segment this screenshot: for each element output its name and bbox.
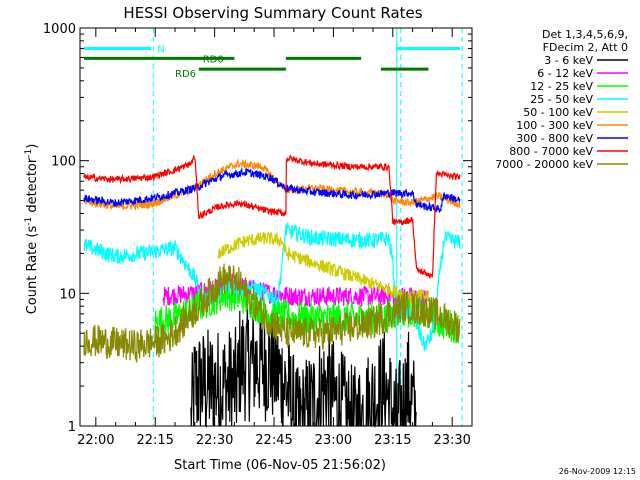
series-line-6 xyxy=(83,166,461,214)
plot-frame xyxy=(79,27,473,427)
legend-label-5: 100 - 300 keV xyxy=(516,119,593,132)
series-line-4 xyxy=(218,231,429,303)
legend-label-1: 6 - 12 keV xyxy=(537,67,593,80)
x-axis-label: Start Time (06-Nov-05 21:56:02) xyxy=(174,458,386,473)
series-line-8 xyxy=(83,263,461,363)
x-tick-label-2: 22:30 xyxy=(196,433,233,448)
flag-bars: N RD0 RD6 xyxy=(83,45,461,80)
x-tick-label-3: 22:45 xyxy=(255,433,292,448)
chart-title: HESSI Observing Summary Count Rates xyxy=(123,4,422,22)
legend-label-3: 25 - 50 keV xyxy=(530,93,593,106)
y-axis-label-sup1: -1 xyxy=(24,217,34,226)
y-axis-label-end: ) xyxy=(25,144,40,149)
axes: 1 10 100 1000 22:00 22:15 22:30 22:45 23:00 23:15… xyxy=(43,22,473,448)
legend-label-4: 50 - 100 keV xyxy=(523,106,593,119)
generation-timestamp: 26-Nov-2009 12:15 xyxy=(559,467,636,476)
annotation-rd6: RD6 xyxy=(175,69,196,80)
plot-area xyxy=(83,28,463,429)
legend-label-7: 800 - 7000 keV xyxy=(509,145,593,158)
x-tick-label-5: 23:15 xyxy=(374,433,411,448)
legend-header-2: FDecim 2, Att 0 xyxy=(543,41,628,54)
series-line-7 xyxy=(83,153,461,280)
legend-label-8: 7000 - 20000 keV xyxy=(495,158,593,171)
x-tick-label-0: 22:00 xyxy=(77,433,114,448)
y-tick-label-1: 10 xyxy=(59,287,76,302)
y-axis-label-sup2: -1 xyxy=(24,149,34,158)
x-tick-label-1: 22:15 xyxy=(136,433,173,448)
y-axis-label-mid: detector xyxy=(25,157,40,217)
y-axis-label: Count Rate (s-1 detector-1) xyxy=(24,144,40,315)
legend-header-1: Det 1,3,4,5,6,9, xyxy=(542,28,628,41)
legend-label-6: 300 - 800 keV xyxy=(516,132,593,145)
legend: Det 1,3,4,5,6,9, FDecim 2, Att 0 3 - 6 k… xyxy=(495,28,628,171)
x-tick-label-6: 23:30 xyxy=(433,433,470,448)
y-tick-label-3: 1000 xyxy=(43,22,76,37)
y-axis-label-main: Count Rate (s xyxy=(25,226,40,315)
legend-label-2: 12 - 25 keV xyxy=(530,80,593,93)
annotation-rd0: RD0 xyxy=(203,54,224,65)
y-tick-label-0: 1 xyxy=(68,420,76,435)
y-tick-label-2: 100 xyxy=(51,155,76,170)
legend-label-0: 3 - 6 keV xyxy=(544,54,593,67)
x-tick-label-4: 23:00 xyxy=(315,433,352,448)
annotation-n: N xyxy=(157,45,164,56)
